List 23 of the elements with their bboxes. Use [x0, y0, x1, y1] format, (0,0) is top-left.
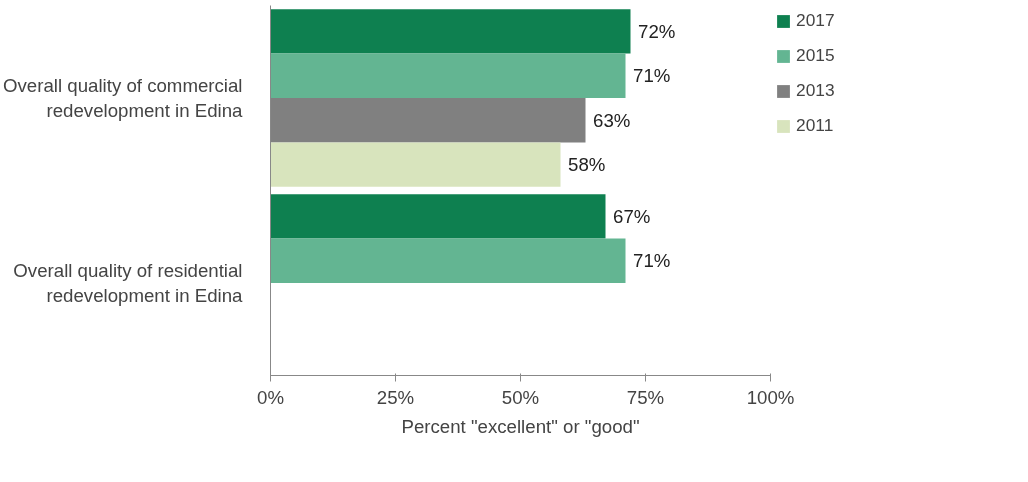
x-tick-label: 100%	[746, 386, 795, 408]
legend-label: 2011	[796, 115, 834, 136]
legend-label: 2017	[796, 10, 835, 31]
bar	[270, 194, 606, 239]
x-tick-label: 75%	[626, 386, 665, 408]
data-label: 71%	[633, 65, 671, 87]
bar	[270, 9, 631, 54]
bar	[270, 238, 626, 283]
bar	[270, 142, 561, 187]
y-tick-label: Overall quality of residential redevelopment in Edina	[13, 259, 244, 307]
data-label: 58%	[568, 154, 606, 176]
x-tick-label: 25%	[376, 386, 415, 408]
bar	[270, 53, 626, 98]
x-tick-label: 50%	[501, 386, 540, 408]
x-axis-title: Percent "excellent" or "good"	[401, 415, 640, 437]
x-tick-label: 0%	[257, 386, 284, 408]
legend-label: 2013	[796, 80, 835, 101]
data-label: 71%	[633, 250, 671, 272]
data-label: 72%	[638, 20, 676, 42]
y-tick-label: Overall quality of commercial redevelopment in Edina	[3, 74, 244, 122]
data-label: 67%	[613, 205, 651, 227]
data-label: 63%	[593, 109, 631, 131]
legend-label: 2015	[796, 45, 835, 66]
